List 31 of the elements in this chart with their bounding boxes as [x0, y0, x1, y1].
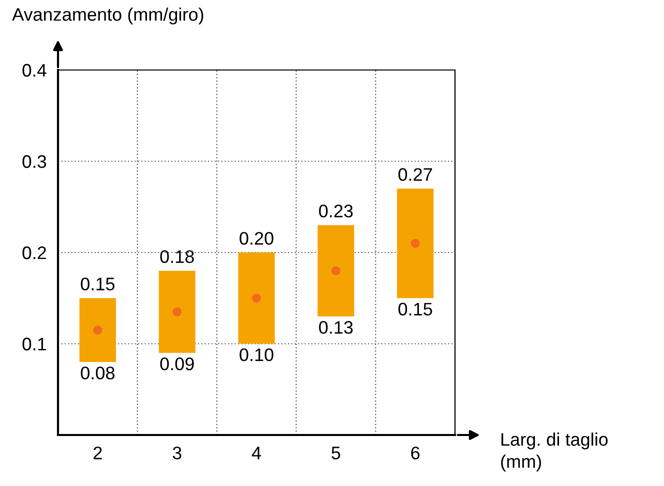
x-tick-label: 5 — [332, 446, 340, 460]
y-tick-label: 0.3 — [22, 155, 46, 168]
x-tick-label: 4 — [252, 446, 261, 460]
bar — [318, 225, 354, 316]
bar — [238, 252, 275, 344]
y-axis-title: Avanzamento (mm/giro) — [12, 8, 204, 24]
annotation: 0.23 — [319, 204, 353, 218]
bar — [397, 188, 434, 298]
annotation: 0.13 — [319, 321, 353, 334]
point — [331, 266, 340, 276]
bar — [158, 270, 196, 353]
y-tick-label: 0.4 — [22, 64, 46, 77]
x-tick-label: 3 — [172, 446, 182, 460]
annotation: 0.08 — [80, 366, 114, 380]
point — [410, 238, 420, 248]
y-tick-label: 0.2 — [22, 246, 46, 260]
point — [93, 326, 102, 335]
annotation: 0.18 — [160, 250, 194, 264]
y-tick-label: 0.1 — [22, 338, 46, 350]
annotation: 0.09 — [160, 358, 194, 370]
point — [252, 294, 261, 303]
point — [172, 307, 182, 316]
annotation: 0.15 — [398, 302, 432, 316]
annotation: 0.10 — [240, 348, 274, 362]
x-tick-label: 6 — [411, 446, 420, 460]
annotation: 0.20 — [240, 232, 274, 245]
bar — [79, 298, 116, 362]
x-axis-title: Larg. di taglio (mm) — [501, 432, 608, 472]
annotation: 0.27 — [398, 168, 432, 181]
x-tick-label: 2 — [94, 446, 102, 460]
annotation: 0.15 — [80, 278, 115, 290]
